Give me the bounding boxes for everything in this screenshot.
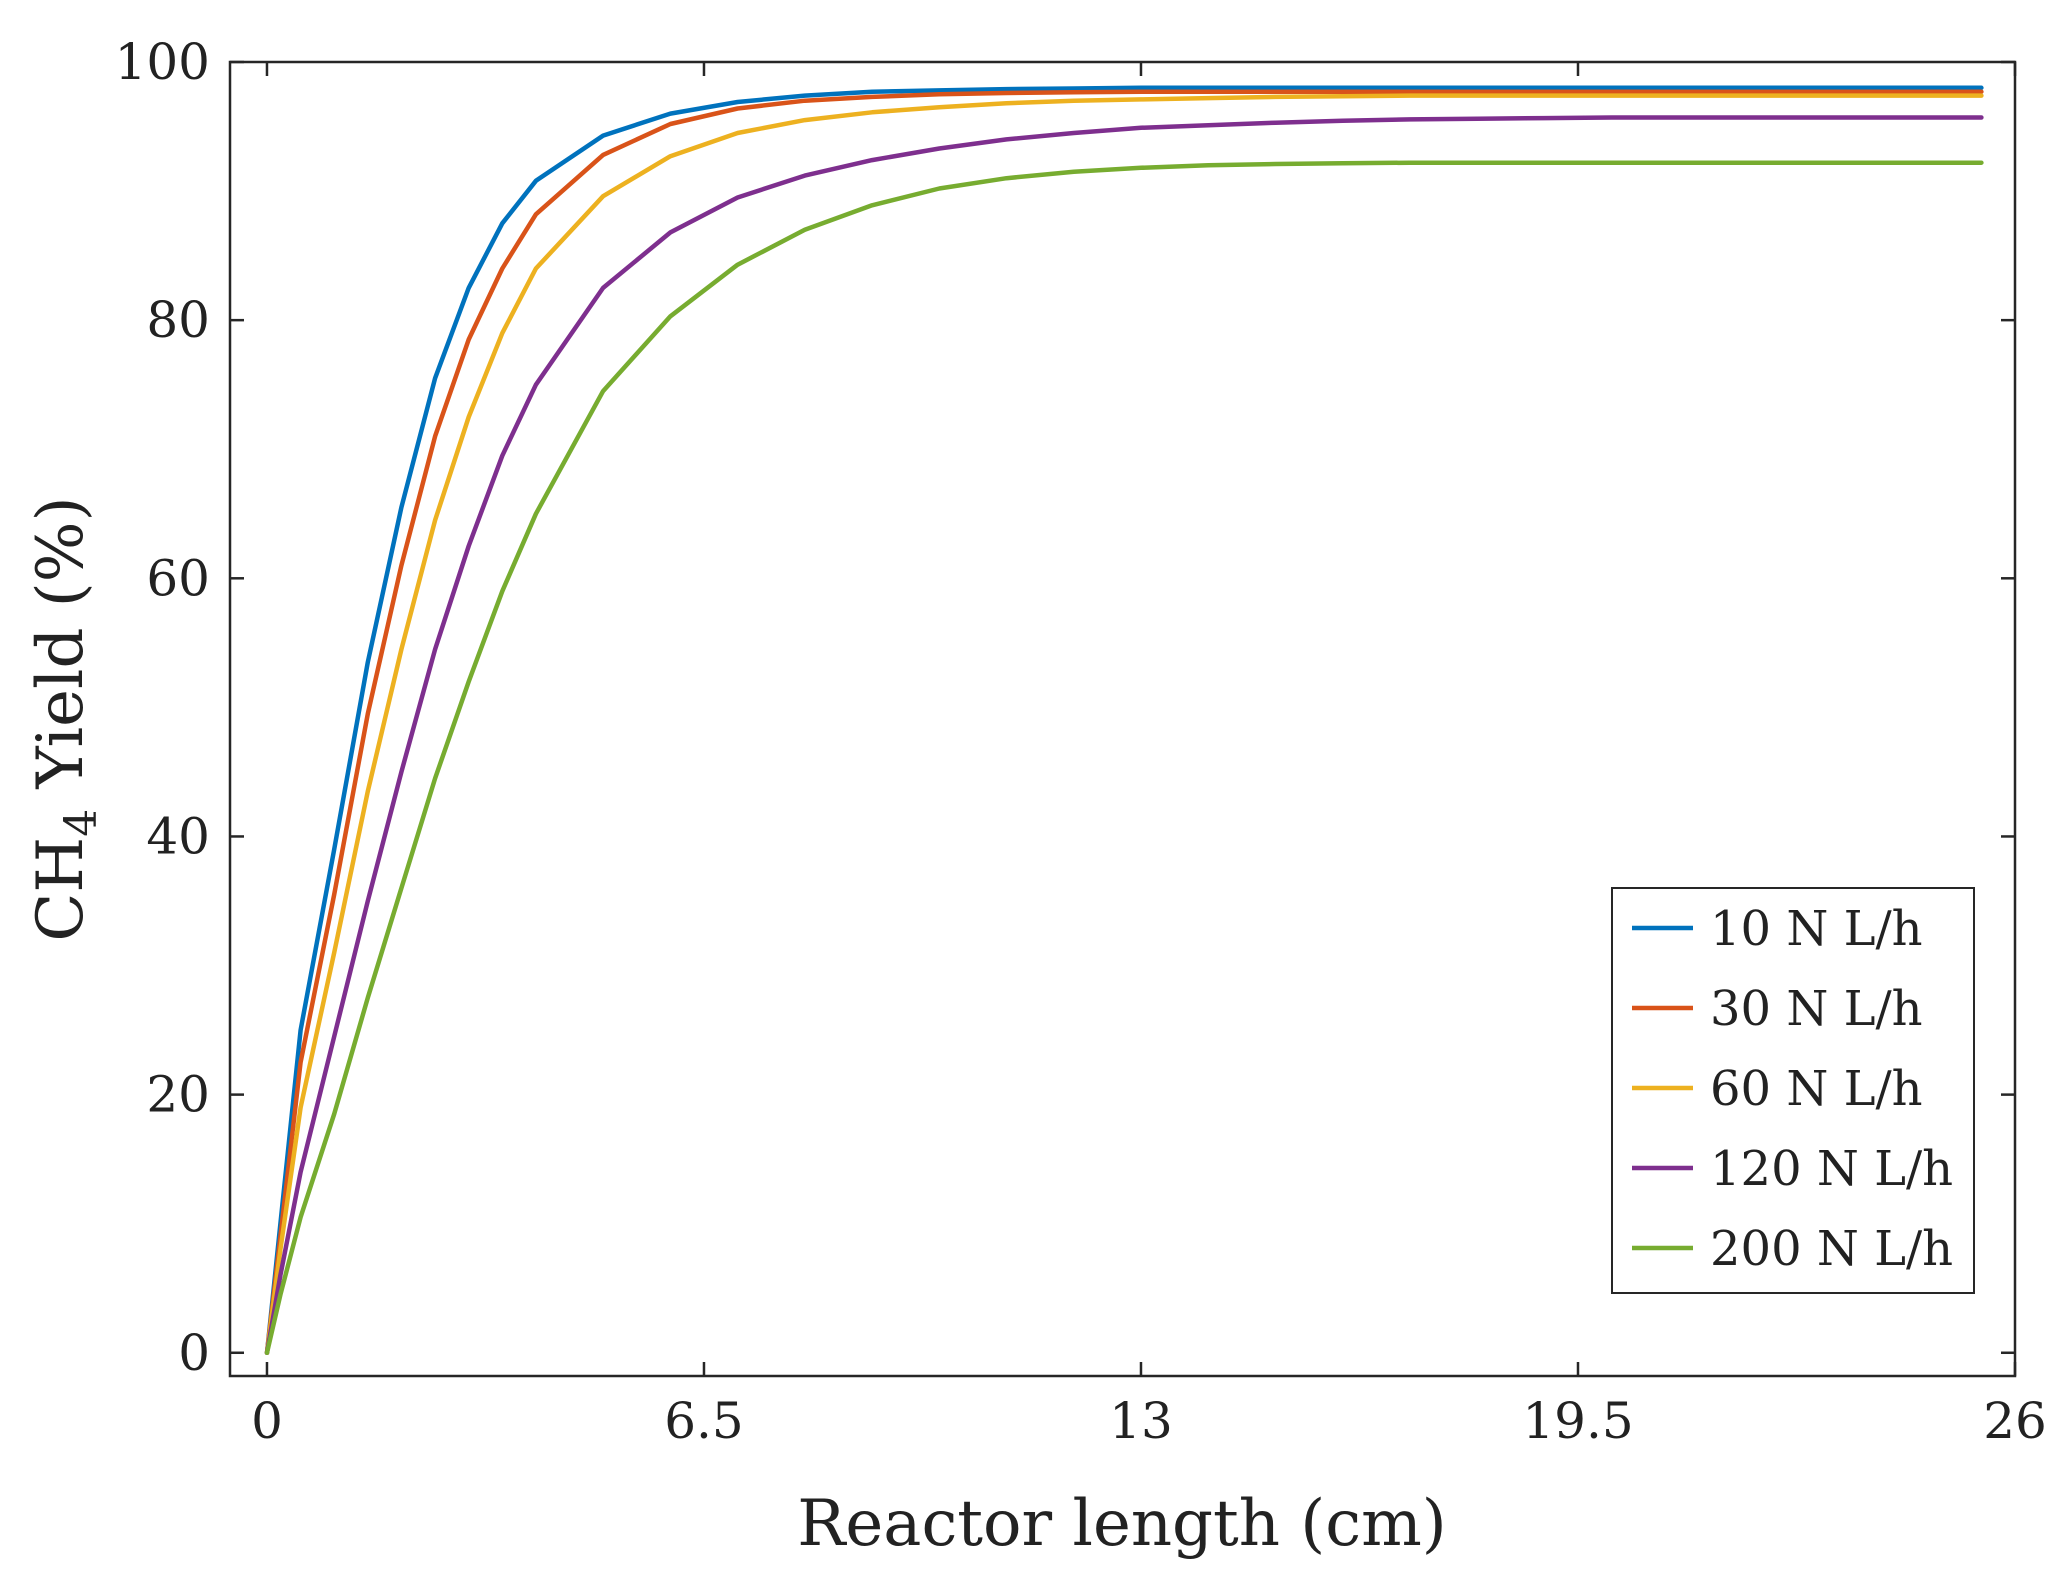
legend-label: 30 N L/h	[1710, 981, 1923, 1037]
series-line	[264, 89, 1984, 1356]
legend-items: 10 N L/h 30 N L/h 60 N L/h 120 N L/h 200 N L…	[1632, 901, 1953, 1277]
y-tick-label: 40	[146, 807, 210, 865]
legend: 10 N L/h 30 N L/h 60 N L/h 120 N L/h 200 N L…	[1611, 887, 1975, 1294]
y-tick-label: 100	[115, 33, 210, 91]
legend-label: 200 N L/h	[1710, 1221, 1953, 1277]
legend-label: 60 N L/h	[1710, 1061, 1923, 1117]
legend-box	[1611, 887, 1975, 1294]
x-tick-label: 26	[1983, 1392, 2047, 1450]
y-tick-label: 80	[146, 291, 210, 349]
series-line	[264, 115, 1984, 1356]
y-axis-title: CH4 Yield (%)	[24, 496, 107, 941]
series-line	[264, 160, 1984, 1356]
legend-label: 10 N L/h	[1710, 901, 1923, 957]
y-axis-title-main: CH	[24, 837, 98, 942]
y-axis-title-subscript: 4	[56, 809, 107, 837]
plot-area-frame	[228, 60, 2017, 1378]
series-lines	[264, 85, 1984, 1356]
y-tick-label: 0	[178, 1324, 210, 1382]
x-tick-label: 13	[1109, 1392, 1173, 1450]
series-line	[264, 85, 1984, 1356]
series-line	[264, 93, 1984, 1356]
y-tick-label: 60	[146, 549, 210, 607]
legend-label: 120 N L/h	[1710, 1141, 1953, 1197]
x-tick-label: 19.5	[1522, 1392, 1633, 1450]
y-tick-label: 20	[146, 1066, 210, 1124]
x-tick-label: 6.5	[664, 1392, 744, 1450]
x-tick-label: 0	[251, 1392, 283, 1450]
x-axis-title: Reactor length (cm)	[797, 1487, 1447, 1561]
y-axis-title-rest: Yield (%)	[24, 496, 98, 808]
axis-tick-labels: 0 6.5 13 19.5 26 0 20 40 60 80 100	[115, 33, 2047, 1450]
